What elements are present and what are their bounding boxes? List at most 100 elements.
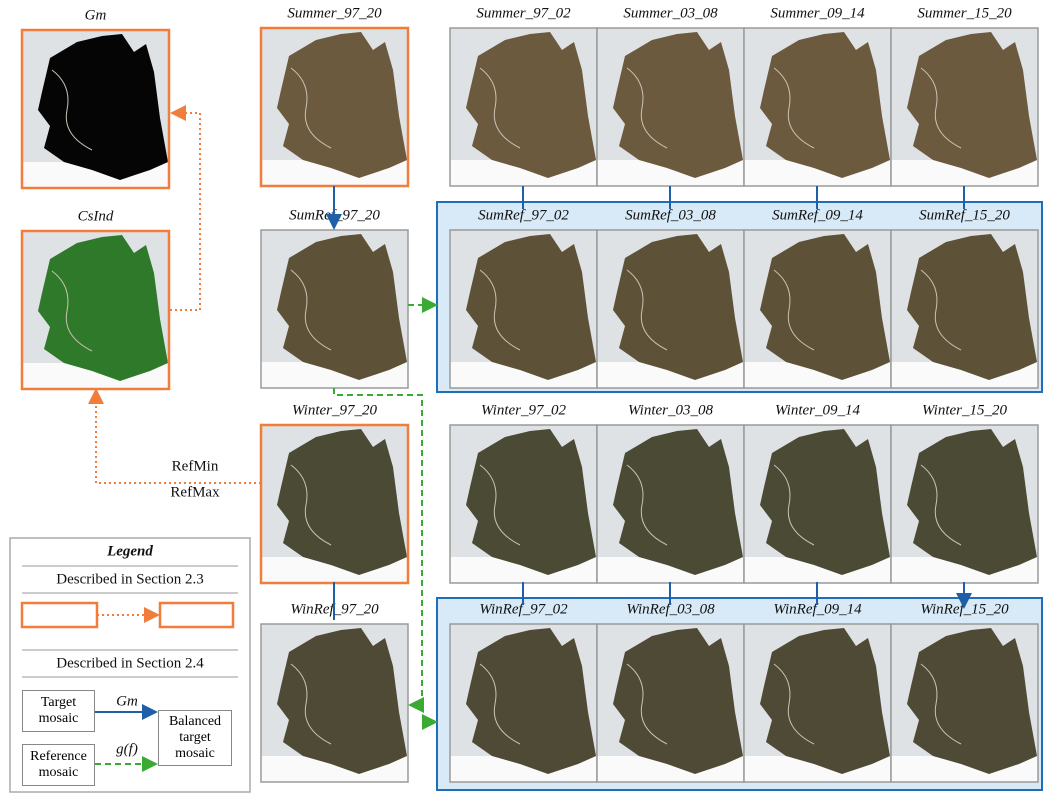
panel-label: WinRef_03_08 xyxy=(626,601,715,617)
map-land xyxy=(466,628,596,774)
map-panel xyxy=(743,229,892,389)
ref-min-label: RefMin xyxy=(172,458,219,474)
map-land xyxy=(613,234,743,380)
map-river xyxy=(51,270,93,352)
map-river xyxy=(290,67,332,149)
map-river xyxy=(920,67,962,149)
map-river xyxy=(479,67,521,149)
map-land xyxy=(277,32,407,178)
panel-label: Summer_15_20 xyxy=(917,5,1012,21)
panel-label: Summer_03_08 xyxy=(623,5,718,21)
panel-label: SumRef_03_08 xyxy=(625,207,716,223)
panel-label: SumRef_15_20 xyxy=(919,207,1010,223)
map-river xyxy=(626,464,668,546)
map-river xyxy=(920,464,962,546)
ref-max-label: RefMax xyxy=(170,484,220,500)
map-land xyxy=(760,234,890,380)
map-river xyxy=(290,663,332,745)
panel-label: Winter_03_08 xyxy=(628,402,713,418)
map-river xyxy=(626,67,668,149)
map-land xyxy=(277,429,407,575)
map-river xyxy=(479,663,521,745)
panel-label: WinRef_97_02 xyxy=(479,601,568,617)
map-land xyxy=(613,429,743,575)
map-river xyxy=(51,69,93,151)
legend-section: Described in Section 2.4 xyxy=(56,655,204,671)
legend-arrow-label: Gm xyxy=(116,693,138,709)
map-land xyxy=(466,32,596,178)
map-river xyxy=(479,464,521,546)
map-panel xyxy=(449,424,598,584)
panel-label: SumRef_09_14 xyxy=(772,207,863,223)
map-panel xyxy=(449,229,598,389)
map-panel xyxy=(890,229,1039,389)
map-land xyxy=(38,235,168,381)
map-border xyxy=(20,28,171,190)
map-panel xyxy=(259,423,410,585)
panel-label: Gm xyxy=(85,7,107,23)
map-river xyxy=(479,269,521,351)
map-panel xyxy=(596,27,745,187)
panel-label: Winter_15_20 xyxy=(922,402,1007,418)
map-land xyxy=(760,628,890,774)
map-panel xyxy=(449,27,598,187)
panel-label: Winter_97_02 xyxy=(481,402,566,418)
map-panel xyxy=(20,28,171,190)
map-land xyxy=(38,34,168,180)
legend-title: Legend xyxy=(106,543,153,559)
map-land xyxy=(277,628,407,774)
map-river xyxy=(626,663,668,745)
map-land xyxy=(466,234,596,380)
map-land xyxy=(907,628,1037,774)
legend-box: Balanced target mosaic xyxy=(158,710,232,766)
map-panel xyxy=(596,229,745,389)
map-panel xyxy=(743,27,892,187)
panel-label: Summer_97_02 xyxy=(476,5,571,21)
map-river xyxy=(920,663,962,745)
map-panel xyxy=(890,623,1039,783)
connectors xyxy=(88,105,964,730)
map-land xyxy=(466,429,596,575)
map-panel xyxy=(890,424,1039,584)
map-land xyxy=(760,429,890,575)
map-panel xyxy=(259,26,410,188)
map-land xyxy=(907,234,1037,380)
map-panel xyxy=(260,623,409,783)
map-border xyxy=(890,229,1039,389)
map-river xyxy=(290,269,332,351)
map-land xyxy=(277,234,407,380)
panel-label: Winter_97_20 xyxy=(292,402,377,418)
map-panel xyxy=(20,229,171,391)
map-land xyxy=(907,32,1037,178)
legend-box: Reference mosaic xyxy=(22,744,95,786)
map-border xyxy=(890,623,1039,783)
panel-label: Summer_97_20 xyxy=(287,5,382,21)
map-panel xyxy=(890,27,1039,187)
map-river xyxy=(773,663,815,745)
map-river xyxy=(290,464,332,546)
map-land xyxy=(760,32,890,178)
map-land xyxy=(613,628,743,774)
map-river xyxy=(920,269,962,351)
panel-label: Summer_09_14 xyxy=(770,5,865,21)
map-river xyxy=(773,67,815,149)
panel-label: SumRef_97_02 xyxy=(478,207,569,223)
map-panel xyxy=(743,424,892,584)
map-panel xyxy=(743,623,892,783)
legend-section: Described in Section 2.3 xyxy=(56,571,203,587)
panel-label: WinRef_09_14 xyxy=(773,601,862,617)
map-land xyxy=(613,32,743,178)
legend-box: Target mosaic xyxy=(22,690,95,732)
map-panel xyxy=(596,424,745,584)
panel-label: CsInd xyxy=(78,208,114,224)
map-panel xyxy=(449,623,598,783)
legend-arrow-label: g(f) xyxy=(116,741,138,757)
map-river xyxy=(773,269,815,351)
map-river xyxy=(773,464,815,546)
map-panel xyxy=(260,229,409,389)
map-panel xyxy=(596,623,745,783)
panel-label: Winter_09_14 xyxy=(775,402,860,418)
map-river xyxy=(626,269,668,351)
